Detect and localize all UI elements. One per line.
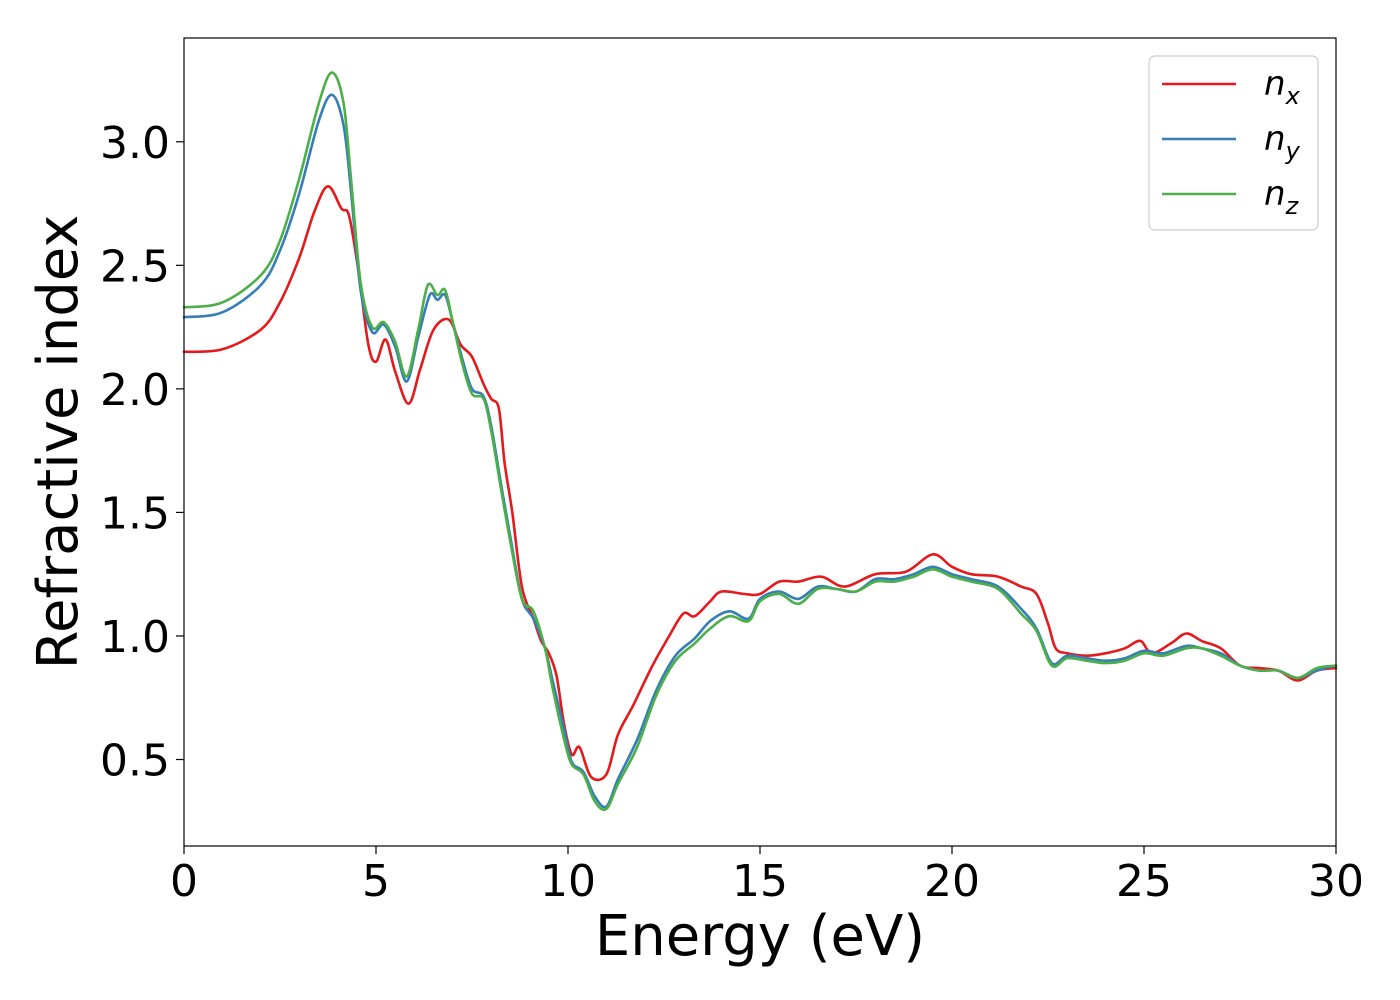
y-axis-ticks: 0.5 1.0 1.5 2.0 2.5 3.0 <box>100 118 184 787</box>
x-axis-label: Energy (eV) <box>595 904 925 969</box>
series-line-n-y <box>182 93 1338 809</box>
y-tick-label: 2.5 <box>100 241 170 292</box>
legend: nx ny nz <box>1148 55 1319 231</box>
legend-label-y: ny <box>1264 119 1301 165</box>
legend-label-x: nx <box>1264 64 1301 110</box>
x-tick-label: 5 <box>362 856 390 907</box>
x-tick-label: 20 <box>924 856 980 907</box>
y-tick-label: 3.0 <box>100 118 170 169</box>
y-tick-label: 1.5 <box>100 488 170 539</box>
series-line-n-x <box>182 185 1338 782</box>
series-line-n-z <box>182 71 1338 812</box>
y-tick-label: 1.0 <box>100 612 170 663</box>
y-axis-label: Refractive index <box>26 215 91 670</box>
plot-frame <box>183 37 1337 847</box>
y-tick-label: 2.0 <box>100 365 170 416</box>
legend-label-z: nz <box>1264 174 1300 220</box>
x-axis-ticks: 0 5 10 15 20 25 30 <box>170 846 1364 907</box>
y-tick-label: 0.5 <box>100 736 170 787</box>
series-layer <box>182 71 1338 812</box>
legend-box <box>1148 55 1319 231</box>
x-tick-label: 0 <box>170 856 198 907</box>
x-tick-label: 25 <box>1116 856 1172 907</box>
x-tick-label: 30 <box>1308 856 1364 907</box>
x-tick-label: 15 <box>732 856 788 907</box>
x-tick-label: 10 <box>540 856 596 907</box>
